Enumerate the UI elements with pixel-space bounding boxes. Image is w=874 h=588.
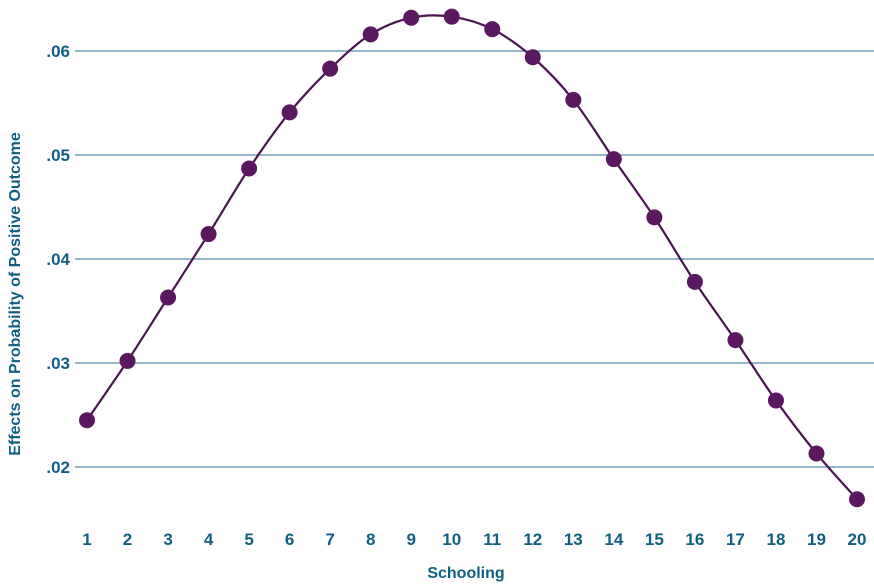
x-tick-label: 5 [244,530,253,549]
x-tick-label: 15 [645,530,664,549]
data-point [767,392,784,409]
y-tick-label: .05 [46,146,70,165]
x-tick-label: 19 [807,530,826,549]
x-tick-label: 20 [848,530,867,549]
x-tick-label: 10 [442,530,461,549]
x-tick-label: 14 [604,530,623,549]
data-point [808,445,825,462]
series-line [86,14,858,500]
gridlines [75,50,874,468]
data-point [565,91,582,108]
data-point [281,104,298,121]
x-tick-label: 2 [123,530,132,549]
series-line-group [86,14,858,500]
data-point [160,289,177,306]
data-point [443,8,460,25]
data-point [200,226,217,243]
data-point [79,412,95,429]
x-tick-label: 9 [406,530,415,549]
x-tick-label: 16 [685,530,704,549]
x-axis-title: Schooling [427,565,504,582]
data-point [322,60,339,77]
x-tick-label: 8 [366,530,375,549]
data-point [119,352,136,369]
x-tick-label: 6 [285,530,294,549]
y-tick-label: .03 [46,354,70,373]
x-tick-label: 11 [483,530,501,549]
x-tick-labels: 1 2 3 4 5 6 7 8 9 10 11 12 13 14 15 16 17 18 19 20 [82,530,866,549]
data-point [849,491,865,508]
y-tick-label: .04 [46,250,70,269]
y-axis-title: Effects on Probability of Positive Outco… [7,132,24,456]
data-point [241,160,258,177]
x-tick-label: 18 [766,530,785,549]
y-tick-label: .06 [46,42,70,61]
data-point [484,21,501,38]
x-tick-label: 13 [564,530,583,549]
data-points [79,8,865,508]
x-tick-label: 4 [204,530,214,549]
data-point [362,26,379,43]
x-tick-label: 12 [523,530,542,549]
x-tick-label: 7 [325,530,334,549]
data-point [524,49,541,66]
data-point [403,9,420,26]
data-point [605,151,622,168]
x-tick-label: 3 [163,530,172,549]
data-point [727,332,744,349]
data-point [686,273,703,290]
x-tick-label: 1 [82,530,91,549]
y-tick-labels: .02 .03 .04 .05 .06 [46,42,70,477]
x-tick-label: 17 [726,530,745,549]
y-tick-label: .02 [46,458,70,477]
data-point [646,209,663,226]
